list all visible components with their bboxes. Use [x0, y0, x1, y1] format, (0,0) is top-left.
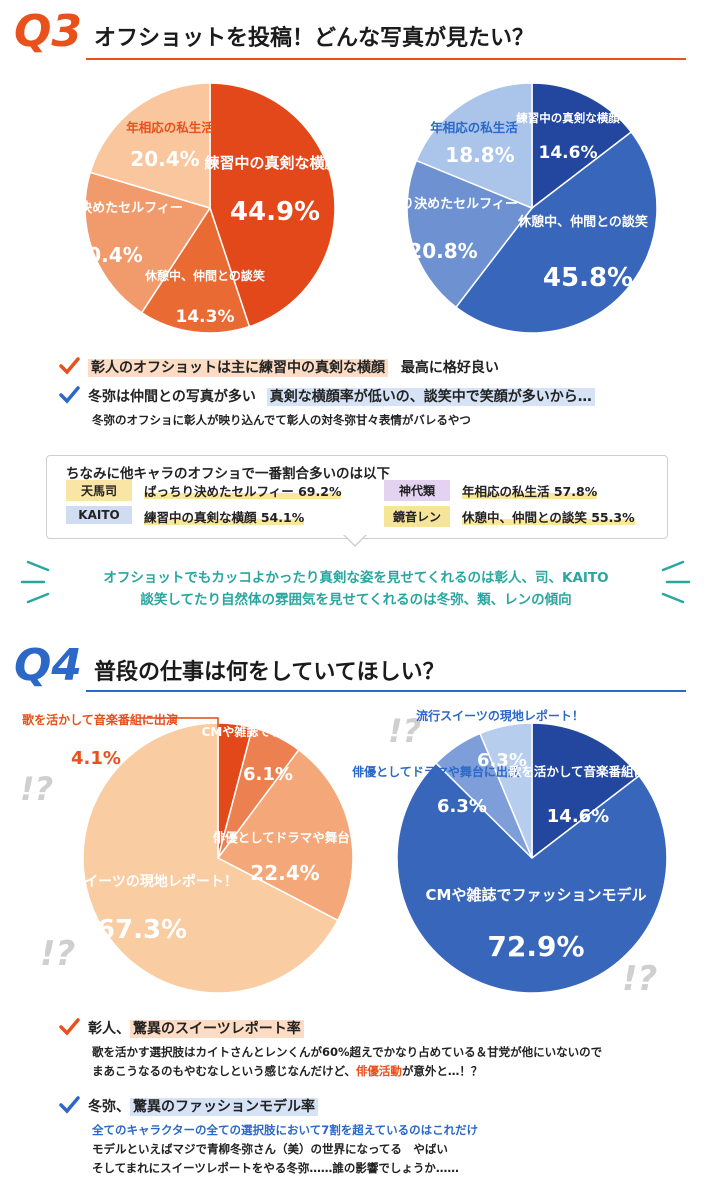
exclaim-mark: !?: [388, 712, 421, 750]
q4-charts: !? !? !? !? 歌を活かして音楽番組に出演 4.1% CMや雑誌でファッ…: [20, 708, 672, 999]
label-akito-sweets: 流行スイーツの現地レポート！: [42, 873, 238, 890]
q3-check2-lead: 冬弥は仲間との写真が多い: [88, 389, 256, 405]
q3-number: Q3: [14, 6, 83, 57]
label-toya-life: 年相応の私生活: [430, 120, 518, 135]
q3-check2-highlight: 真剣な横顔率が低いの、談笑中で笑顔が多いから…: [266, 388, 595, 406]
row-rui: 年相応の私生活 57.8%: [462, 484, 598, 499]
label-toya-sweets: 流行スイーツの現地レポート！: [416, 708, 584, 723]
check-icon: [59, 357, 80, 375]
value-akito-practice: 44.9%: [230, 197, 320, 227]
value-toya-actor: 6.3%: [437, 796, 487, 817]
pie-slice-2-2: [216, 748, 354, 922]
pie-slice-3-0: [531, 722, 641, 860]
row-tsukasa: ばっちり決めたセルフィー 69.2%: [144, 484, 342, 499]
pie-slice-0-3: [89, 82, 211, 210]
value-toya-sweets: 6.3%: [477, 750, 527, 771]
label-akito-practice: 練習中の真剣な横顔: [204, 154, 340, 172]
pie-slice-1-0: [531, 82, 633, 210]
check-icon: [59, 1096, 80, 1114]
q4-number: Q4: [14, 640, 83, 691]
value-toya-selfie: 20.8%: [408, 239, 477, 263]
box-title: ちなみに他キャラのオフショで一番割合多いのは以下: [66, 466, 390, 482]
pie-toya-job: [396, 722, 668, 994]
value-toya-practice: 14.6%: [539, 143, 598, 163]
pie-slice-3-1: [396, 762, 668, 994]
tag-rui: 神代類: [384, 480, 450, 501]
check-icon: [59, 1018, 80, 1036]
q4-check2-blue: 全てのキャラクターの全ての選択肢において7割を超えているのはこれだけ: [92, 1123, 479, 1137]
q3-title: オフショットを投稿！どんな写真が見たい？: [94, 26, 535, 51]
exclaim-mark: !?: [20, 770, 53, 808]
value-toya-life: 18.8%: [445, 143, 514, 167]
conclusion-line-2: 談笑してたり自然体の雰囲気を見せてくれるのは冬弥、類、レンの傾向: [140, 592, 572, 608]
q3-check1-tail: 最高に格好良い: [400, 360, 499, 376]
q4-check2: 冬弥、 驚異のファッションモデル率: [88, 1096, 318, 1116]
label-toya-model: CMや雑誌でファッションモデル: [426, 886, 647, 904]
pie-akito-job: [82, 722, 354, 994]
value-akito-life: 20.4%: [130, 147, 199, 171]
q3-check2: 冬弥は仲間との写真が多い 真剣な横顔率が低いの、談笑中で笑顔が多いから…: [88, 386, 595, 406]
q4-check1-body2: まあこうなるのもやむなしという感じなんだけど、俳優活動が意外と…！？: [92, 1064, 483, 1078]
label-akito-life: 年相応の私生活: [126, 120, 214, 135]
value-akito-model: 6.1%: [243, 764, 293, 785]
q3-charts: 年相応の私生活 20.4% ばっちり決めたセルフィー 20.4% 休憩中、仲間と…: [27, 82, 658, 334]
pie-slice-0-1: [140, 206, 251, 334]
q4-check1-lead: 彰人、: [88, 1021, 130, 1037]
value-akito-music: 4.1%: [71, 748, 121, 769]
tag-kaito: KAITO: [66, 506, 132, 524]
value-toya-break: 45.8%: [543, 263, 633, 293]
label-akito-model: CMや雑誌でファッションモデル: [202, 724, 379, 739]
pie-akito-offshot: [84, 82, 336, 334]
q3-check2-sub: 冬弥のオフショに彰人が映り込んでて彰人の対冬弥甘々表情がバレるやつ: [92, 413, 471, 427]
pie-slice-1-3: [415, 82, 533, 210]
pie-slice-2-3: [82, 722, 339, 994]
value-toya-music: 14.6%: [547, 806, 609, 827]
label-toya-selfie: ばっちり決めたセルフィー: [362, 196, 518, 212]
box-tail-inner: [344, 534, 366, 545]
value-akito-break: 14.3%: [176, 307, 235, 327]
label-akito-music: 歌を活かして音楽番組に出演: [22, 712, 178, 727]
q4-check1-highlight: 驚異のスイーツレポート率: [130, 1020, 304, 1038]
actor-highlight: 俳優活動: [355, 1064, 402, 1078]
q4-check1: 彰人、 驚異のスイーツレポート率: [88, 1018, 304, 1038]
q4-check1-body1: 歌を活かす選択肢はカイトさんとレンくんが60%超えでかなり占めている＆甘党が他に…: [92, 1045, 603, 1059]
pie-slice-0-0: [209, 82, 336, 328]
tag-tsukasa: 天馬司: [66, 480, 132, 501]
pie-slice-0-2: [84, 171, 212, 314]
burst-lines: [20, 560, 691, 604]
value-akito-actor: 22.4%: [250, 861, 319, 885]
q3-title-rule: [86, 58, 686, 60]
exclaim-mark: !?: [40, 934, 75, 974]
q4-check2-highlight: 驚異のファッションモデル率: [130, 1098, 318, 1116]
label-toya-practice: 練習中の真剣な横顔: [516, 111, 620, 125]
pie-slice-3-3: [479, 722, 533, 859]
label-akito-break: 休憩中、仲間との談笑: [144, 268, 265, 283]
exclaim-mark: !?: [622, 959, 657, 999]
value-toya-model: 72.9%: [487, 930, 584, 963]
label-toya-music: 歌を活かして音楽番組に出演: [509, 764, 672, 779]
q3-check1: 彰人のオフショットは主に練習中の真剣な横顔 最高に格好良い: [88, 357, 499, 377]
q4-title: 普段の仕事は何をしていてほしい？: [94, 660, 445, 685]
row-kaito: 練習中の真剣な横顔 54.1%: [144, 510, 305, 525]
leader-line: [140, 717, 219, 730]
pie-slice-1-2: [406, 159, 534, 309]
pie-toya-offshot: [406, 82, 658, 334]
value-akito-sweets: 67.3%: [97, 915, 187, 945]
row-len: 休憩中、仲間との談笑 55.3%: [462, 510, 635, 525]
tag-len: 鏡音レン: [384, 506, 450, 527]
value-akito-selfie: 20.4%: [73, 243, 142, 267]
q3-check1-highlight: 彰人のオフショットは主に練習中の真剣な横顔: [88, 359, 388, 377]
q4-check2-lead: 冬弥、: [88, 1099, 130, 1115]
pie-slice-1-1: [454, 130, 658, 334]
q4-title-rule: [86, 690, 686, 692]
conclusion-line-1: オフショットでもカッコよかったり真剣な姿を見せてくれるのは彰人、司、KAITO: [103, 570, 609, 586]
q4-check2-body1: モデルといえばマジで青柳冬弥さん（美）の世界になってる やばい: [92, 1142, 448, 1156]
label-toya-break: 休憩中、仲間との談笑: [517, 214, 648, 230]
label-akito-selfie: ばっちり決めたセルフィー: [27, 200, 183, 216]
label-toya-actor: 俳優としてドラマや舞台に出演: [352, 764, 520, 779]
q4-check2-body2: そしてまれにスイーツレポートをやる冬弥……誰の影響でしょうか……: [92, 1161, 459, 1175]
label-akito-actor: 俳優としてドラマや舞台に出演: [213, 830, 388, 845]
check-icon: [59, 386, 80, 404]
